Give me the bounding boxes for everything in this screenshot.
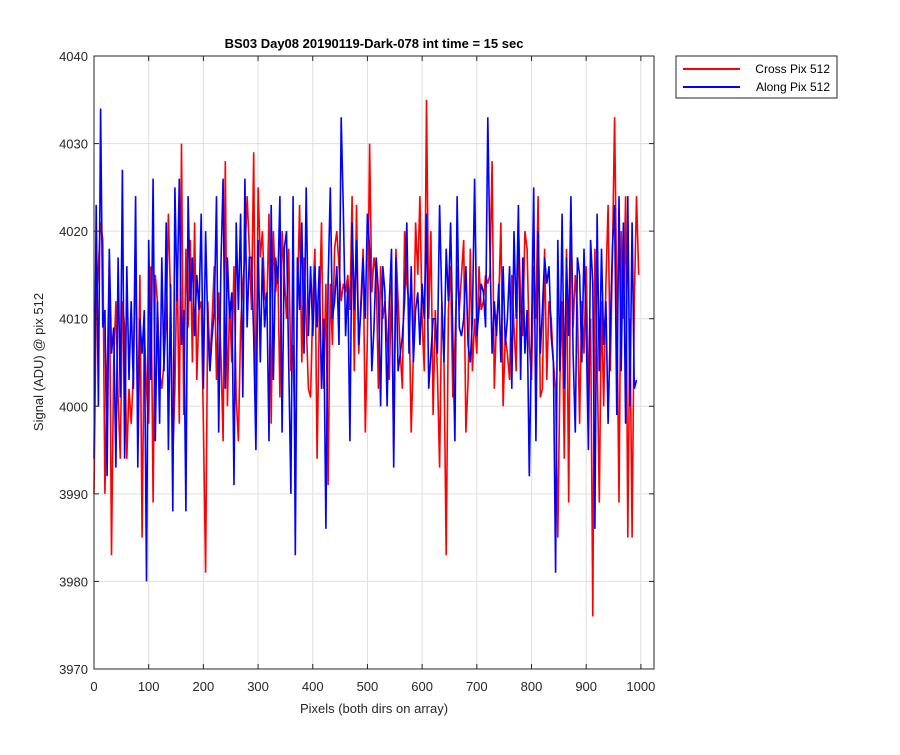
y-tick-label: 4020 (59, 224, 88, 239)
y-tick-label: 4030 (59, 137, 88, 152)
axes-box (93, 55, 655, 670)
legend-label-along: Along Pix 512 (756, 80, 830, 94)
legend-box (675, 55, 838, 99)
x-tick-label: 100 (138, 679, 160, 694)
ticks (93, 55, 654, 670)
tick-labels: 0 100 200 300 400 500 600 700 800 900 1000 3970 3980… (59, 49, 655, 694)
series-line-along-pix-512 (93, 108, 638, 582)
y-axis-label: Signal (ADU) @ pix 512 (31, 293, 46, 431)
y-tick-label: 3990 (59, 487, 88, 502)
legend[interactable]: Cross Pix 512 Along Pix 512 (675, 55, 838, 99)
x-tick-label: 400 (302, 679, 324, 694)
series-line-cross-pix-512 (93, 99, 640, 617)
y-tick-label: 4040 (59, 49, 88, 64)
x-tick-label: 300 (247, 679, 269, 694)
y-tick-label: 3980 (59, 574, 88, 589)
legend-label-cross: Cross Pix 512 (755, 62, 830, 76)
x-tick-label: 200 (193, 679, 215, 694)
x-tick-label: 0 (90, 679, 97, 694)
series-layer (93, 99, 640, 617)
y-tick-label: 4000 (59, 399, 88, 414)
x-tick-label: 700 (466, 679, 488, 694)
x-axis-label: Pixels (both dirs on array) (300, 701, 448, 716)
x-tick-label: 900 (575, 679, 597, 694)
x-tick-label: 800 (521, 679, 543, 694)
chart-title: BS03 Day08 20190119-Dark-078 int time = … (225, 36, 524, 51)
y-tick-label: 4010 (59, 312, 88, 327)
x-tick-label: 600 (411, 679, 433, 694)
y-tick-label: 3970 (59, 662, 88, 677)
x-tick-label: 500 (357, 679, 379, 694)
x-tick-label: 1000 (626, 679, 655, 694)
